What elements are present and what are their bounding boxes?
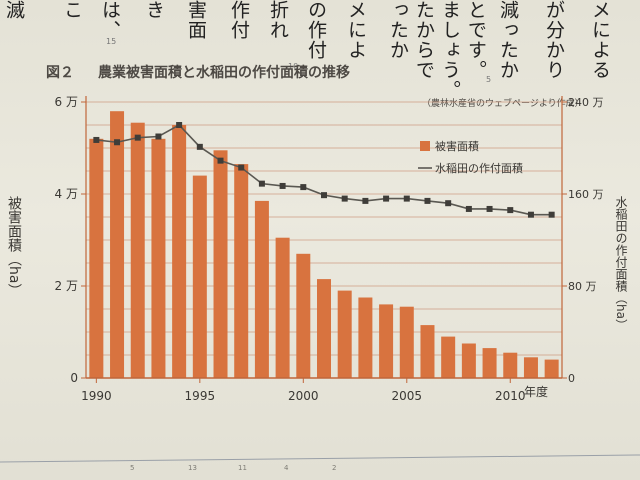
left-axis-tick-label: 4 万	[55, 187, 78, 201]
damage-bar	[254, 200, 269, 378]
legend-swatch-damage	[420, 141, 430, 151]
planted-area-marker	[383, 195, 390, 202]
damage-bar	[544, 359, 559, 378]
text-column: が分かり	[543, 0, 565, 80]
ruler-edge	[0, 454, 640, 463]
text-column: 作付	[228, 0, 250, 40]
damage-bar	[317, 279, 331, 378]
text-column: の作付	[305, 0, 327, 60]
legend-label-planted: 水稲田の作付面積	[435, 161, 523, 175]
damage-bar	[110, 111, 125, 378]
text-column: ったか	[387, 0, 409, 60]
damage-bar	[523, 357, 538, 378]
ruler-mark: 2	[332, 464, 336, 472]
right-axis-tick-label: 240 万	[568, 96, 604, 109]
x-axis-tick-label: 2010	[495, 389, 526, 403]
x-axis-label: 年度	[524, 384, 548, 399]
planted-area-marker	[155, 133, 162, 140]
planted-area-marker	[424, 197, 431, 204]
damage-bar	[482, 348, 497, 378]
left-axis-title: 被害面積（ha）	[6, 196, 22, 298]
line-number: 5	[486, 75, 492, 84]
line-number: 10	[288, 62, 299, 71]
x-axis-tick-label: 2005	[392, 389, 423, 403]
text-column: き	[143, 0, 165, 20]
x-axis-tick-label: 2000	[288, 389, 319, 403]
planted-area-marker	[486, 205, 493, 212]
damage-bar	[192, 175, 207, 378]
damage-bar	[441, 336, 456, 378]
text-column: は、	[99, 0, 121, 40]
ruler-mark: 11	[238, 464, 247, 472]
planted-area-marker	[465, 205, 472, 212]
damage-bar	[275, 237, 290, 378]
planted-area-marker	[507, 207, 514, 214]
text-column: ましょう。	[439, 0, 461, 100]
planted-area-marker	[321, 192, 327, 199]
planted-area-marker	[217, 157, 224, 164]
text-column: 折れ	[267, 0, 289, 40]
text-column: とです。	[465, 0, 487, 80]
figure-source: （農林水産省のウェブページより作成）	[422, 99, 584, 109]
left-axis-tick-label: 0	[70, 371, 78, 385]
damage-bar	[296, 253, 311, 378]
damage-bar	[358, 297, 373, 378]
damage-bar	[399, 306, 414, 378]
planted-area-marker	[300, 184, 307, 191]
planted-area-marker	[114, 139, 121, 146]
damage-bar	[379, 304, 394, 378]
ruler-mark: 13	[188, 464, 197, 472]
right-axis-tick-label: 0	[568, 372, 575, 385]
planted-area-marker	[362, 197, 369, 204]
planted-area-marker	[93, 136, 100, 143]
planted-area-marker	[238, 164, 245, 171]
text-column: メによる	[589, 0, 611, 80]
damage-bar	[420, 325, 435, 378]
text-column: こ	[61, 0, 83, 20]
damage-bar	[172, 125, 187, 378]
text-column: メによ	[345, 0, 367, 60]
text-column: 滅	[3, 0, 25, 20]
planted-area-marker	[341, 195, 348, 202]
planted-area-marker	[196, 143, 203, 150]
planted-area-marker	[279, 182, 286, 189]
line-number: 15	[106, 37, 117, 46]
damage-bar	[151, 138, 166, 378]
figure-label: 図２	[46, 65, 74, 81]
right-axis-tick-label: 80 万	[568, 280, 597, 293]
legend-label-damage: 被害面積	[435, 139, 479, 153]
ruler-mark: 5	[130, 464, 134, 472]
planted-area-marker	[445, 200, 452, 207]
damage-bar	[503, 352, 518, 378]
left-axis-tick-label: 6 万	[55, 95, 78, 109]
text-column: 減ったか	[497, 0, 519, 80]
planted-area-marker	[403, 195, 410, 202]
left-axis-tick-label: 2 万	[55, 279, 78, 293]
damage-bar	[461, 343, 476, 378]
damage-bar	[337, 290, 352, 378]
damage-bar	[234, 164, 249, 378]
planted-area-marker	[527, 211, 534, 218]
planted-area-marker	[134, 134, 141, 141]
damage-bar	[130, 122, 145, 378]
text-column: 害面	[185, 0, 207, 40]
right-axis-tick-label: 160 万	[568, 188, 604, 201]
text-column: たからで	[413, 0, 435, 80]
x-axis-tick-label: 1995	[185, 389, 216, 403]
planted-area-marker	[258, 180, 265, 187]
x-axis-tick-label: 1990	[81, 389, 112, 403]
damage-bar	[213, 150, 228, 378]
right-axis-title: 水稲田の作付面積（ha）	[614, 196, 628, 331]
planted-area-marker	[548, 211, 555, 218]
planted-area-marker	[176, 122, 183, 128]
ruler-mark: 4	[284, 464, 289, 472]
damage-bar	[89, 138, 104, 378]
figure-title: 農業被害面積と水稲田の作付面積の推移	[98, 65, 350, 81]
